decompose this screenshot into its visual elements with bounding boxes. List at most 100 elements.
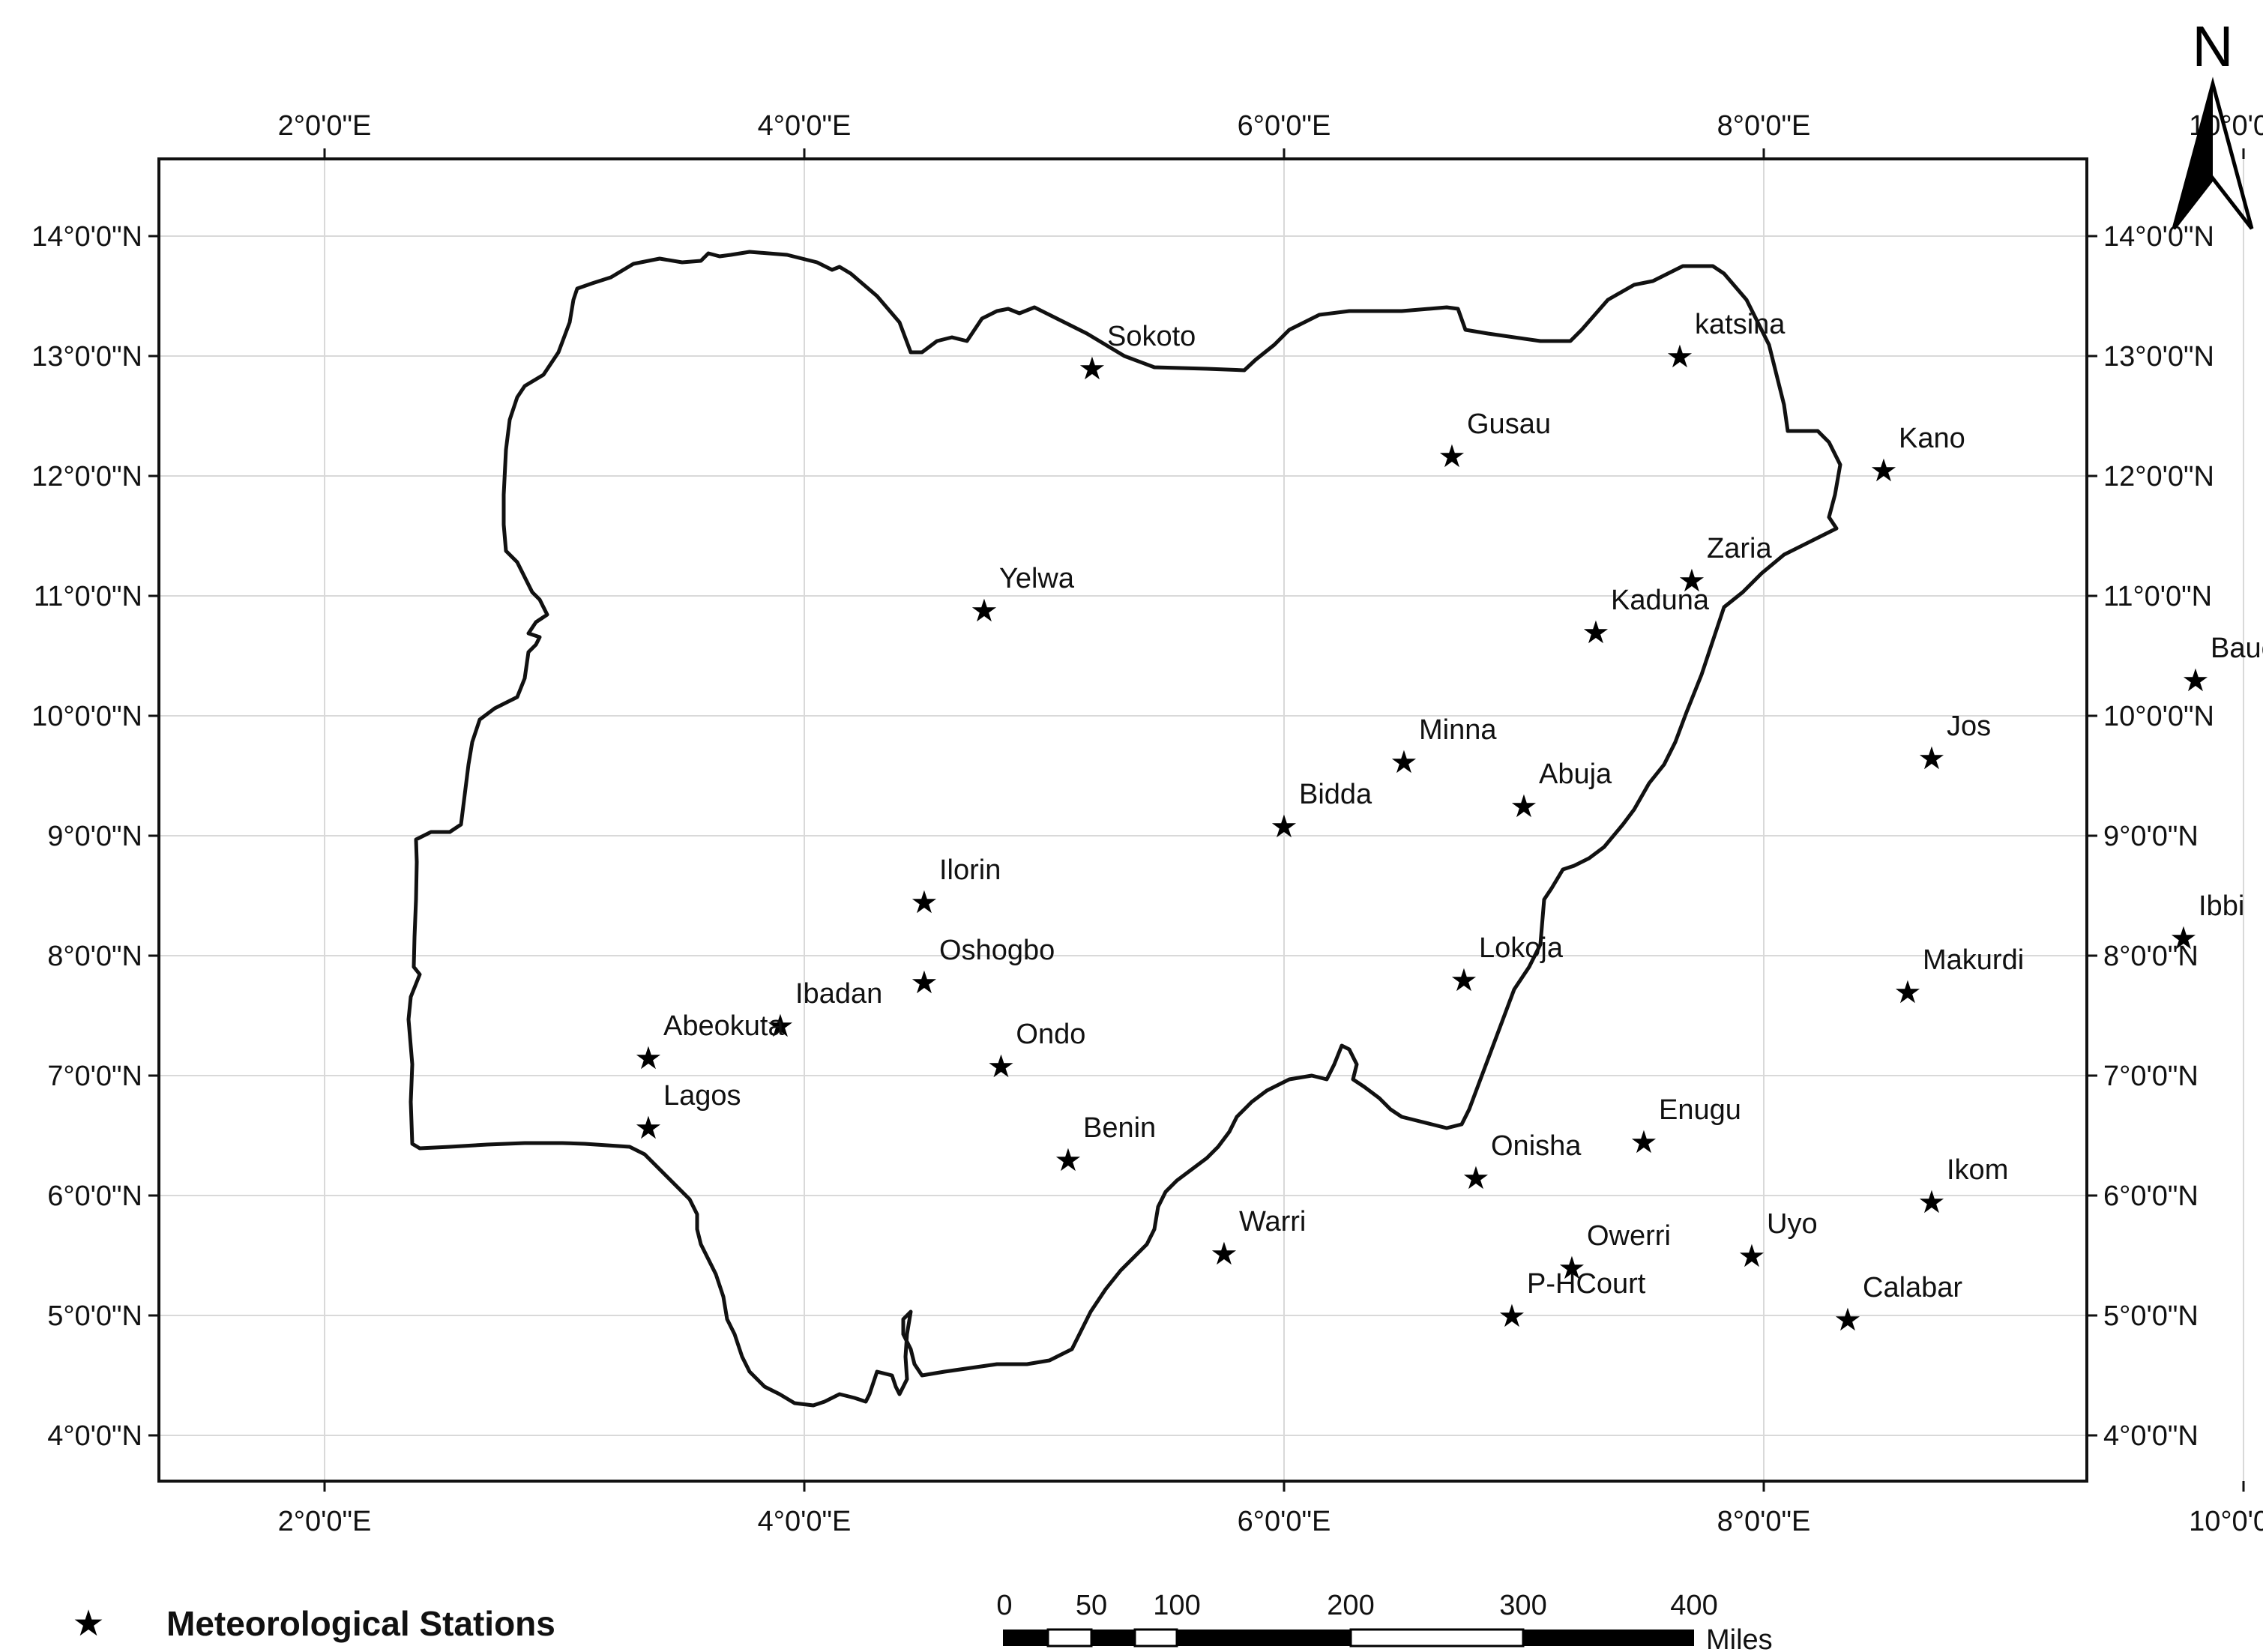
station-label: Kano — [1899, 423, 1965, 454]
station-label: Abeokuta — [663, 1010, 784, 1042]
station-label: Ibadan — [795, 978, 882, 1010]
lat-label-left: 7°0'0"N — [47, 1061, 142, 1092]
lat-label-right: 13°0'0"N — [2103, 341, 2214, 373]
lat-label-left: 14°0'0"N — [31, 221, 142, 253]
scale-label-300: 300 — [1499, 1590, 1546, 1621]
station-marker-icon: ★ — [1270, 808, 1298, 845]
station-label: Benin — [1083, 1112, 1156, 1144]
scale-label-50: 50 — [1076, 1590, 1107, 1621]
station-label: Ondo — [1016, 1019, 1085, 1050]
scale-label-400: 400 — [1670, 1590, 1717, 1621]
station-marker-icon: ★ — [2181, 662, 2210, 699]
station-marker-icon: ★ — [1054, 1142, 1082, 1178]
station-marker-icon: ★ — [1678, 562, 1706, 599]
lon-label-top: 4°0'0"E — [758, 110, 852, 142]
station-label: Ibbi — [2199, 890, 2244, 922]
map-frame — [157, 157, 2088, 1483]
station-label: Bidda — [1299, 779, 1372, 810]
lon-label-top: 8°0'0"E — [1717, 110, 1811, 142]
station-marker-icon: ★ — [1738, 1238, 1766, 1274]
station-marker-icon: ★ — [1450, 962, 1478, 998]
station-label: Kaduna — [1611, 585, 1710, 616]
station-marker-icon: ★ — [987, 1048, 1016, 1085]
legend-symbol-icon: ★ — [72, 1603, 104, 1645]
lat-label-left: 8°0'0"N — [47, 941, 142, 972]
lat-label-right: 10°0'0"N — [2103, 701, 2214, 732]
station-label: Calabar — [1863, 1272, 1962, 1303]
station-marker-icon: ★ — [1390, 744, 1418, 780]
station-label: Sokoto — [1107, 321, 1196, 352]
lat-label-right: 14°0'0"N — [2103, 221, 2214, 253]
station-marker-icon: ★ — [1666, 338, 1694, 375]
station-label: Uyo — [1767, 1208, 1818, 1240]
legend: ★ Meteorological Stations — [72, 1603, 555, 1645]
lat-label-left: 4°0'0"N — [47, 1420, 142, 1452]
lat-label-right: 4°0'0"N — [2103, 1420, 2199, 1452]
scale-bar-segment — [1091, 1630, 1135, 1646]
station-marker-icon: ★ — [1582, 614, 1610, 651]
lat-label-left: 12°0'0"N — [31, 461, 142, 492]
station-marker-icon: ★ — [1917, 1184, 1946, 1220]
station-marker-icon: ★ — [1869, 452, 1898, 489]
station-label: katsina — [1695, 309, 1786, 340]
station-marker-icon: ★ — [2169, 920, 2198, 956]
lat-label-right: 8°0'0"N — [2103, 941, 2199, 972]
station-marker-icon: ★ — [634, 1040, 663, 1076]
scale-bar-segment — [1349, 1628, 1525, 1648]
station-marker-icon: ★ — [1558, 1249, 1586, 1286]
station-label: Ikom — [1947, 1154, 2008, 1186]
north-arrow: N — [2172, 15, 2254, 230]
lat-label-right: 5°0'0"N — [2103, 1300, 2199, 1332]
station-marker-icon: ★ — [1438, 438, 1466, 474]
lon-label-top: 2°0'0"E — [278, 110, 372, 142]
scale-bar-segment — [1003, 1630, 1048, 1646]
station-label: Onisha — [1491, 1130, 1582, 1162]
station-label: Gusau — [1467, 409, 1551, 440]
station-label: Enugu — [1659, 1094, 1741, 1126]
lon-label-bottom: 4°0'0"E — [758, 1506, 852, 1537]
lat-label-right: 7°0'0"N — [2103, 1061, 2199, 1092]
lat-label-left: 11°0'0"N — [34, 581, 142, 612]
lat-label-right: 11°0'0"N — [2103, 581, 2212, 612]
station-marker-icon: ★ — [910, 964, 938, 1001]
station-marker-icon: ★ — [634, 1109, 663, 1146]
scale-bar-segment — [1133, 1628, 1178, 1648]
north-label: N — [2193, 15, 2234, 79]
lat-label-left: 6°0'0"N — [47, 1181, 142, 1212]
station-marker-icon: ★ — [1498, 1297, 1526, 1334]
station-label: Zaria — [1707, 533, 1772, 564]
station-label: Ilorin — [939, 854, 1001, 886]
lat-label-right: 9°0'0"N — [2103, 821, 2199, 852]
lat-label-left: 9°0'0"N — [47, 821, 142, 852]
coordinate-ticks: 2°0'0"E 2°0'0"E 4°0'0"E 4°0'0"E 6°0'0"E 6°0'0… — [31, 110, 2263, 1537]
lon-label-bottom: 6°0'0"E — [1238, 1506, 1331, 1537]
station-label: Jos — [1947, 711, 1991, 742]
lat-label-right: 12°0'0"N — [2103, 461, 2214, 492]
scale-label-100: 100 — [1153, 1590, 1200, 1621]
scale-bar-segment — [1046, 1628, 1093, 1648]
legend-label: Meteorological Stations — [166, 1604, 555, 1643]
station-label: Lokoja — [1479, 932, 1564, 964]
scale-label-200: 200 — [1327, 1590, 1374, 1621]
station-label: Oshogbo — [939, 935, 1055, 966]
nigeria-boundary — [406, 250, 1842, 1408]
lat-label-left: 5°0'0"N — [47, 1300, 142, 1332]
north-arrow-fill-icon — [2174, 84, 2213, 229]
station-label: Owerri — [1587, 1220, 1671, 1252]
station-label: Bauchi — [2211, 633, 2263, 664]
station-marker-icon: ★ — [766, 1007, 795, 1044]
station-marker-icon: ★ — [970, 592, 998, 629]
lon-label-bottom: 8°0'0"E — [1717, 1506, 1811, 1537]
station-label: Warri — [1239, 1206, 1306, 1238]
scale-bar-segment — [1523, 1630, 1694, 1646]
scale-label-0: 0 — [996, 1590, 1012, 1621]
station-marker-icon: ★ — [1510, 788, 1538, 825]
station-label: P-HCourt — [1527, 1268, 1646, 1300]
station-label: Yelwa — [999, 563, 1075, 594]
station-marker-icon: ★ — [1462, 1160, 1490, 1196]
station-marker-icon: ★ — [1917, 740, 1946, 777]
station-marker-icon: ★ — [1210, 1235, 1238, 1272]
lat-label-left: 13°0'0"N — [31, 341, 142, 373]
station-marker-icon: ★ — [1893, 974, 1922, 1010]
station-marker-icon: ★ — [1078, 350, 1106, 387]
